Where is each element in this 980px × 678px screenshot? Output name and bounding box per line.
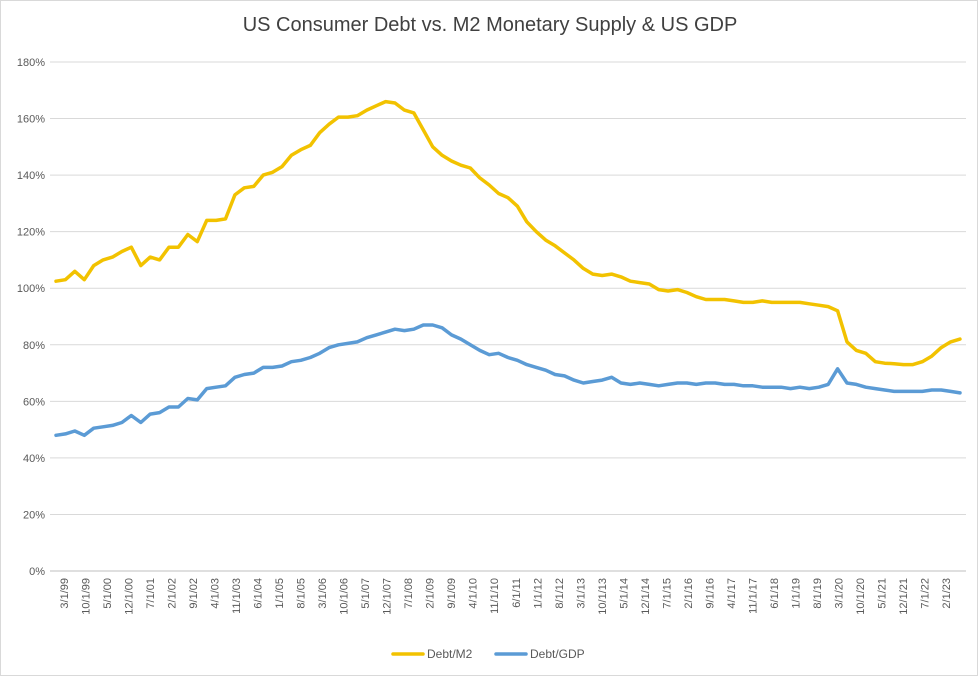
- x-tick-label: 12/1/07: [382, 578, 394, 615]
- x-tick-label: 1/1/05: [274, 578, 286, 609]
- legend-label-debt-gdp: Debt/GDP: [530, 647, 585, 661]
- x-tick-label: 2/1/02: [167, 578, 179, 609]
- x-tick-label: 10/1/13: [597, 578, 609, 615]
- y-tick-label: 100%: [17, 283, 45, 295]
- y-tick-label: 180%: [17, 57, 45, 69]
- x-tick-label: 6/1/18: [769, 578, 781, 609]
- x-tick-label: 8/1/12: [554, 578, 566, 609]
- x-tick-label: 10/1/20: [855, 578, 867, 615]
- gridlines: [50, 61, 966, 572]
- x-tick-label: 12/1/00: [124, 578, 136, 615]
- x-axis-ticks: 3/1/99 10/1/99 5/1/00 12/1/00 7/1/01 2/1/02 9/…: [59, 578, 953, 615]
- y-tick-label: 160%: [17, 114, 45, 126]
- y-tick-label: 80%: [23, 340, 45, 352]
- x-tick-label: 8/1/19: [812, 578, 824, 609]
- x-tick-label: 5/1/07: [360, 578, 372, 609]
- x-tick-label: 11/1/10: [489, 578, 501, 614]
- x-tick-label: 4/1/10: [468, 578, 480, 609]
- y-axis-ticks: 0% 20% 40% 60% 80% 100% 120% 140% 160% 180%: [17, 57, 45, 578]
- legend-label-debt-m2: Debt/M2: [427, 647, 473, 661]
- x-tick-label: 10/1/06: [339, 578, 351, 615]
- x-tick-label: 7/1/22: [919, 578, 931, 609]
- x-tick-label: 10/1/99: [81, 578, 93, 615]
- y-tick-label: 120%: [17, 227, 45, 239]
- x-tick-label: 9/1/16: [704, 578, 716, 609]
- x-tick-label: 5/1/21: [876, 578, 888, 609]
- x-tick-label: 3/1/99: [59, 578, 71, 609]
- legend: Debt/M2 Debt/GDP: [391, 647, 585, 661]
- x-tick-label: 3/1/13: [575, 578, 587, 609]
- x-tick-label: 11/1/17: [747, 578, 759, 614]
- x-tick-label: 5/1/00: [102, 578, 114, 609]
- x-tick-label: 3/1/06: [317, 578, 329, 609]
- x-tick-label: 6/1/11: [511, 578, 523, 608]
- y-tick-label: 60%: [23, 396, 45, 408]
- x-tick-label: 8/1/05: [296, 578, 308, 609]
- y-tick-label: 140%: [17, 170, 45, 182]
- x-tick-label: 1/1/12: [532, 578, 544, 609]
- series-line-debt-gdp: [54, 323, 962, 438]
- y-tick-label: 40%: [23, 453, 45, 465]
- x-tick-label: 2/1/16: [683, 578, 695, 609]
- x-tick-label: 4/1/17: [726, 578, 738, 609]
- y-tick-label: 20%: [23, 509, 45, 521]
- x-tick-label: 7/1/01: [145, 578, 157, 609]
- x-tick-label: 12/1/14: [640, 578, 652, 615]
- x-tick-label: 2/1/09: [425, 578, 437, 609]
- x-tick-label: 11/1/03: [231, 578, 243, 614]
- y-tick-label: 0%: [29, 566, 45, 578]
- x-tick-label: 4/1/03: [210, 578, 222, 609]
- x-tick-label: 9/1/09: [446, 578, 458, 609]
- series-lines: [54, 99, 962, 438]
- chart-title: US Consumer Debt vs. M2 Monetary Supply …: [242, 14, 738, 36]
- x-tick-label: 5/1/14: [618, 578, 630, 609]
- x-tick-label: 7/1/08: [403, 578, 415, 609]
- x-tick-label: 7/1/15: [661, 578, 673, 609]
- x-tick-label: 2/1/23: [941, 578, 953, 609]
- x-tick-label: 3/1/20: [833, 578, 845, 609]
- x-tick-label: 12/1/21: [898, 578, 910, 615]
- x-tick-label: 6/1/04: [253, 578, 265, 609]
- x-tick-label: 9/1/02: [188, 578, 200, 609]
- x-tick-label: 1/1/19: [790, 578, 802, 609]
- series-line-debt-m2: [54, 99, 962, 367]
